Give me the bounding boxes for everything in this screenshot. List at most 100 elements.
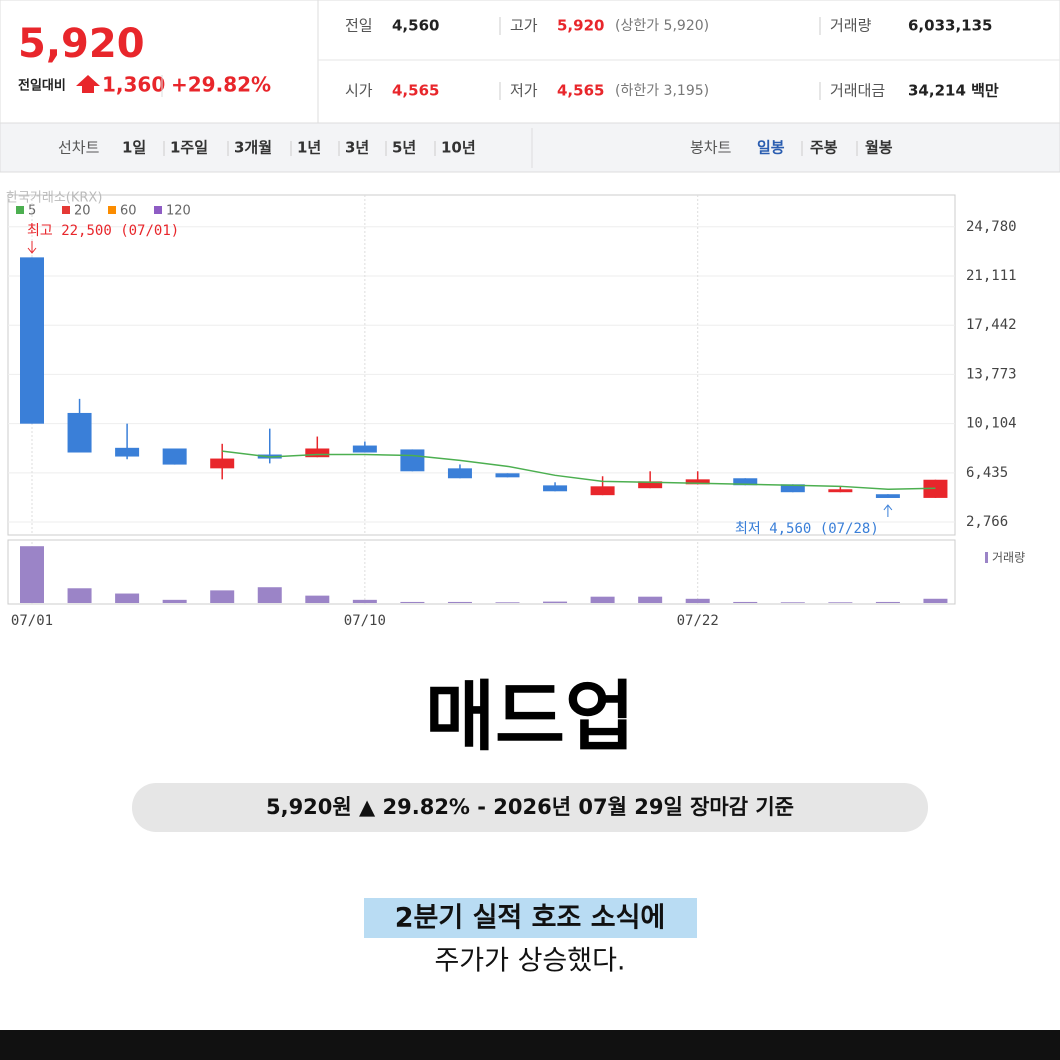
arrow [883,504,893,517]
candle-body [638,481,663,489]
tab[interactable]: 3년 [345,139,369,157]
summary-pill [132,783,928,832]
legend-swatch [16,206,24,214]
up-icon [76,75,100,93]
x-tick-label: 07/22 [677,613,719,629]
y-tick-label: 17,442 [966,317,1017,333]
legend-swatch [62,206,70,214]
volume-bar [590,596,615,603]
body-text: 주가가 상승했다. [434,946,625,977]
tab[interactable]: 1일 [122,139,146,157]
volume-bar [20,546,44,603]
field-label: 거래량 [830,17,872,35]
body-text: 2분기 실적 호조 소식에 [395,903,666,934]
price: 5,920 [18,21,145,67]
field-value: 34,214 백만 [908,82,999,100]
y-tick-label: 6,435 [966,465,1008,481]
candle-body [115,447,140,457]
field-label: 저가 [510,82,538,100]
candle-body [67,412,92,453]
candle-body [590,486,615,496]
volume-bar [67,588,92,603]
candle-body [780,484,805,493]
tab[interactable]: 5년 [392,139,416,157]
tab[interactable]: 주봉 [810,139,838,157]
tab-label: 봉차트 [690,139,732,157]
quote-box [0,0,1060,124]
tab[interactable]: 3개월 [234,139,272,157]
candle-body [162,448,187,465]
tab[interactable]: 월봉 [865,139,893,157]
candle-body [352,445,377,453]
volume-bar [543,601,568,603]
candle-body [733,478,758,486]
field-label: 전일 [345,17,373,35]
y-tick-label: 2,766 [966,514,1008,530]
volume-bar [447,601,472,603]
candle-body [685,479,710,485]
legend-label: 20 [74,204,91,219]
x-tick-label: 07/10 [344,613,386,629]
x-tick-label: 07/01 [11,613,53,629]
field-value: 6,033,135 [908,17,992,35]
candle-body [543,485,568,492]
arrow [27,241,37,254]
volume-bar [115,593,140,603]
legend-label: 120 [166,204,191,219]
volume-panel [7,539,956,605]
field-value: 4,565 [392,82,439,100]
y-tick-label: 10,104 [966,416,1017,432]
legend-swatch [108,206,116,214]
volume-label: 거래량 [992,551,1025,565]
volume-bar [638,596,663,603]
field-label: 시가 [345,82,373,100]
candle-body [400,449,425,472]
volume-bar [210,590,235,603]
volume-bar [400,601,425,603]
tab-label: 선차트 [58,139,100,157]
volume-bar [780,602,805,603]
legend-label: 60 [120,204,137,219]
y-tick-label: 21,111 [966,268,1017,284]
price-panel [7,194,956,536]
legend-swatch [985,552,988,563]
field-label: 거래대금 [830,82,885,100]
highlight [364,898,697,938]
tab[interactable]: 1주일 [170,139,208,157]
field-note: (상한가 5,920) [615,18,709,34]
summary: 5,920원 ▲ 29.82% - 2026년 07월 29일 장마감 기준 [266,795,794,819]
y-tick-label: 13,773 [966,366,1017,382]
volume-bar [495,602,520,603]
volume-bar [257,587,282,603]
field-value: 5,920 [557,17,604,35]
y-tick-label: 24,780 [966,219,1017,235]
candle-body [828,489,853,493]
field-value: 4,560 [392,17,439,35]
annotation: 최고 22,500 (07/01) [27,223,179,239]
candle-body [210,458,235,469]
change-pct: +29.82% [171,73,271,97]
ma5-line [222,450,936,491]
candle-body [305,448,330,458]
volume-bar [923,598,948,603]
footer-bar [0,1030,1060,1060]
change: 1,360 [102,73,165,97]
tab[interactable]: 일봉 [757,139,785,157]
tab[interactable]: 10년 [441,139,476,157]
annotation: 최저 4,560 (07/28) [735,521,879,537]
field-value: 4,565 [557,82,604,100]
volume-bar [162,599,187,603]
volume-bar [875,601,900,603]
source: 한국거래소(KRX) [6,191,102,206]
candle-body [875,494,900,498]
candle-body [447,468,472,479]
tab[interactable]: 1년 [297,139,321,157]
change-label: 전일대비 [18,78,66,94]
volume-bar [733,601,758,603]
volume-bar [685,598,710,603]
volume-bar [828,602,853,603]
candle-body [495,473,520,478]
tab-bar [0,122,1060,173]
headline: 매드업 [425,672,635,761]
